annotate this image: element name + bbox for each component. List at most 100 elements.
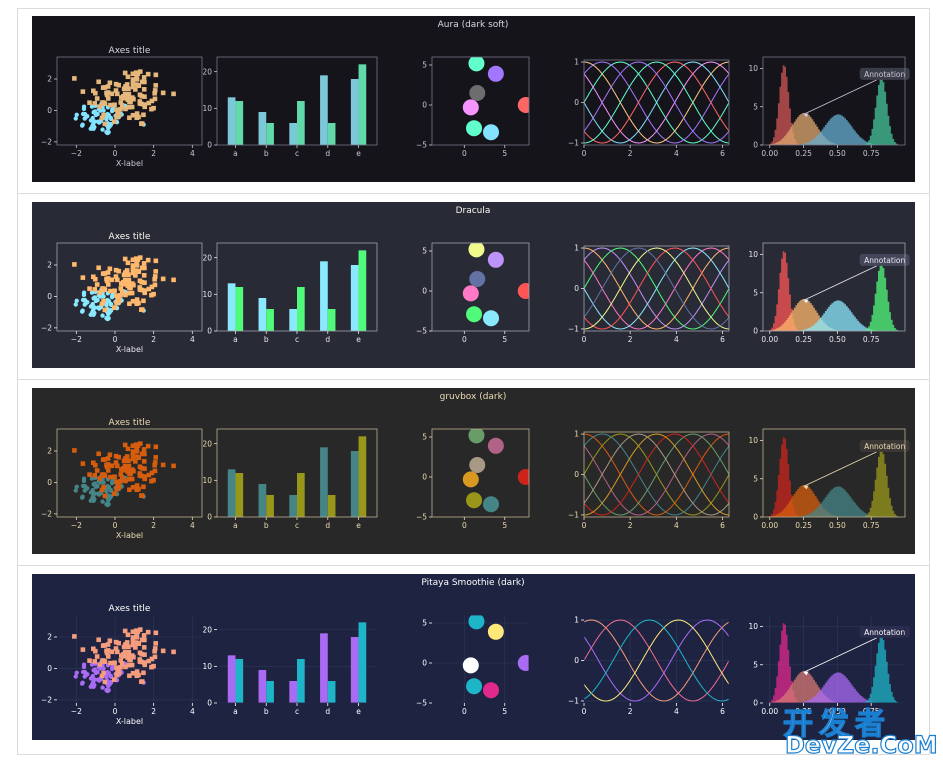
scatter-point bbox=[105, 96, 111, 101]
scatter-point bbox=[118, 479, 123, 484]
x-tick-label: 4 bbox=[674, 707, 679, 716]
scatter-point bbox=[74, 112, 79, 117]
x-tick-label: −2 bbox=[71, 149, 82, 158]
scatter-axes: −2 0 2 4 −2 0 2 Axes title X-label bbox=[41, 418, 203, 540]
scatter-point bbox=[90, 123, 95, 129]
bar bbox=[327, 681, 336, 703]
x-tick-label: d bbox=[325, 149, 330, 158]
scatter-point bbox=[115, 277, 120, 283]
y-tick-label: 0 bbox=[574, 284, 579, 293]
lines-axes: 0 2 4 6−101 bbox=[568, 616, 730, 716]
annotation-arrow bbox=[803, 265, 877, 301]
bar bbox=[320, 447, 328, 517]
x-tick-label: 4 bbox=[190, 149, 195, 158]
bar bbox=[258, 484, 267, 517]
circle-marker bbox=[483, 124, 500, 141]
y-tick-label: 5 bbox=[753, 288, 758, 297]
scatter-point bbox=[93, 276, 98, 282]
scatter-point bbox=[99, 487, 105, 493]
scatter-point bbox=[122, 628, 128, 634]
scatter-point bbox=[133, 640, 139, 645]
scatter-point bbox=[91, 88, 96, 94]
scatter-point bbox=[126, 649, 132, 655]
scatter-point bbox=[142, 265, 147, 271]
circle-marker bbox=[466, 492, 483, 509]
scatter-point bbox=[85, 672, 90, 677]
x-tick-label: 0 bbox=[462, 521, 467, 530]
scatter-point bbox=[105, 462, 111, 467]
scatter-point bbox=[74, 298, 79, 303]
scatter-point bbox=[137, 255, 143, 260]
axes-frame bbox=[56, 614, 203, 704]
scatter-point bbox=[149, 284, 155, 290]
scatter-point bbox=[122, 256, 128, 262]
scatter-point bbox=[133, 628, 139, 633]
scatter-point bbox=[137, 69, 143, 74]
scatter-point bbox=[118, 100, 124, 105]
scatter-point bbox=[137, 441, 143, 446]
x-tick-label: c bbox=[295, 707, 299, 716]
scatter-point bbox=[108, 102, 113, 108]
scatter-point bbox=[123, 478, 128, 484]
histogram bbox=[794, 300, 882, 331]
circle-marker bbox=[517, 97, 529, 113]
x-tick-label: 2 bbox=[151, 149, 156, 158]
scatter-point bbox=[149, 478, 154, 484]
bar-axes: a b c d e 0 10 20 bbox=[202, 428, 378, 530]
sine-line bbox=[583, 247, 730, 330]
y-tick-label: 0 bbox=[422, 473, 427, 482]
bar bbox=[350, 265, 359, 331]
figure-title: gruvbox (dark) bbox=[440, 392, 507, 402]
scatter-point bbox=[119, 475, 125, 480]
scatter-point bbox=[153, 630, 159, 636]
bar bbox=[227, 469, 236, 517]
scatter-point bbox=[122, 463, 128, 469]
x-tick-label: d bbox=[325, 521, 330, 530]
lines-axes: 0 2 4 6−101 bbox=[568, 244, 730, 344]
scatter-point bbox=[95, 297, 100, 303]
circle-marker bbox=[517, 283, 529, 299]
scatter-point bbox=[95, 111, 100, 117]
scatter-point bbox=[126, 644, 131, 650]
x-axis-label: X-label bbox=[116, 531, 143, 540]
scatter-point bbox=[104, 464, 110, 470]
scatter-point bbox=[128, 471, 133, 477]
y-tick-label: 0 bbox=[574, 656, 579, 665]
circle-group bbox=[462, 243, 529, 327]
scatter-point bbox=[136, 486, 141, 492]
scatter-point bbox=[94, 468, 100, 473]
scatter-point bbox=[128, 657, 133, 663]
scatter-point bbox=[88, 490, 94, 495]
scatter-point bbox=[91, 668, 96, 673]
scatter-point bbox=[137, 627, 143, 632]
scatter-point bbox=[146, 286, 152, 292]
sine-line bbox=[583, 247, 730, 330]
scatter-point bbox=[105, 483, 110, 489]
scatter-point bbox=[105, 468, 111, 473]
x-tick-label: 0.50 bbox=[829, 149, 846, 158]
x-tick-label: b bbox=[264, 335, 269, 344]
scatter-point bbox=[90, 309, 95, 315]
bar bbox=[289, 495, 297, 517]
y-tick-label: −2 bbox=[41, 138, 52, 147]
scatter-point bbox=[101, 484, 106, 490]
scatter-point bbox=[133, 70, 139, 75]
scatter-point bbox=[101, 112, 106, 118]
scatter-point bbox=[128, 285, 133, 291]
scatter-point bbox=[122, 277, 128, 283]
scatter-point bbox=[153, 444, 159, 450]
scatter-point bbox=[133, 442, 139, 447]
figure-background bbox=[32, 574, 915, 740]
scatter-point bbox=[114, 479, 119, 484]
scatter-point bbox=[126, 86, 131, 92]
scatter-point bbox=[152, 654, 158, 660]
scatter-point bbox=[139, 287, 144, 293]
scatter-point bbox=[113, 267, 119, 273]
scatter-point bbox=[125, 74, 131, 80]
x-tick-label: c bbox=[295, 149, 299, 158]
scatter-point bbox=[121, 272, 127, 278]
scatter-point bbox=[88, 676, 94, 681]
bar bbox=[258, 112, 267, 145]
scatter-point bbox=[122, 442, 128, 448]
x-tick-label: e bbox=[356, 707, 361, 716]
